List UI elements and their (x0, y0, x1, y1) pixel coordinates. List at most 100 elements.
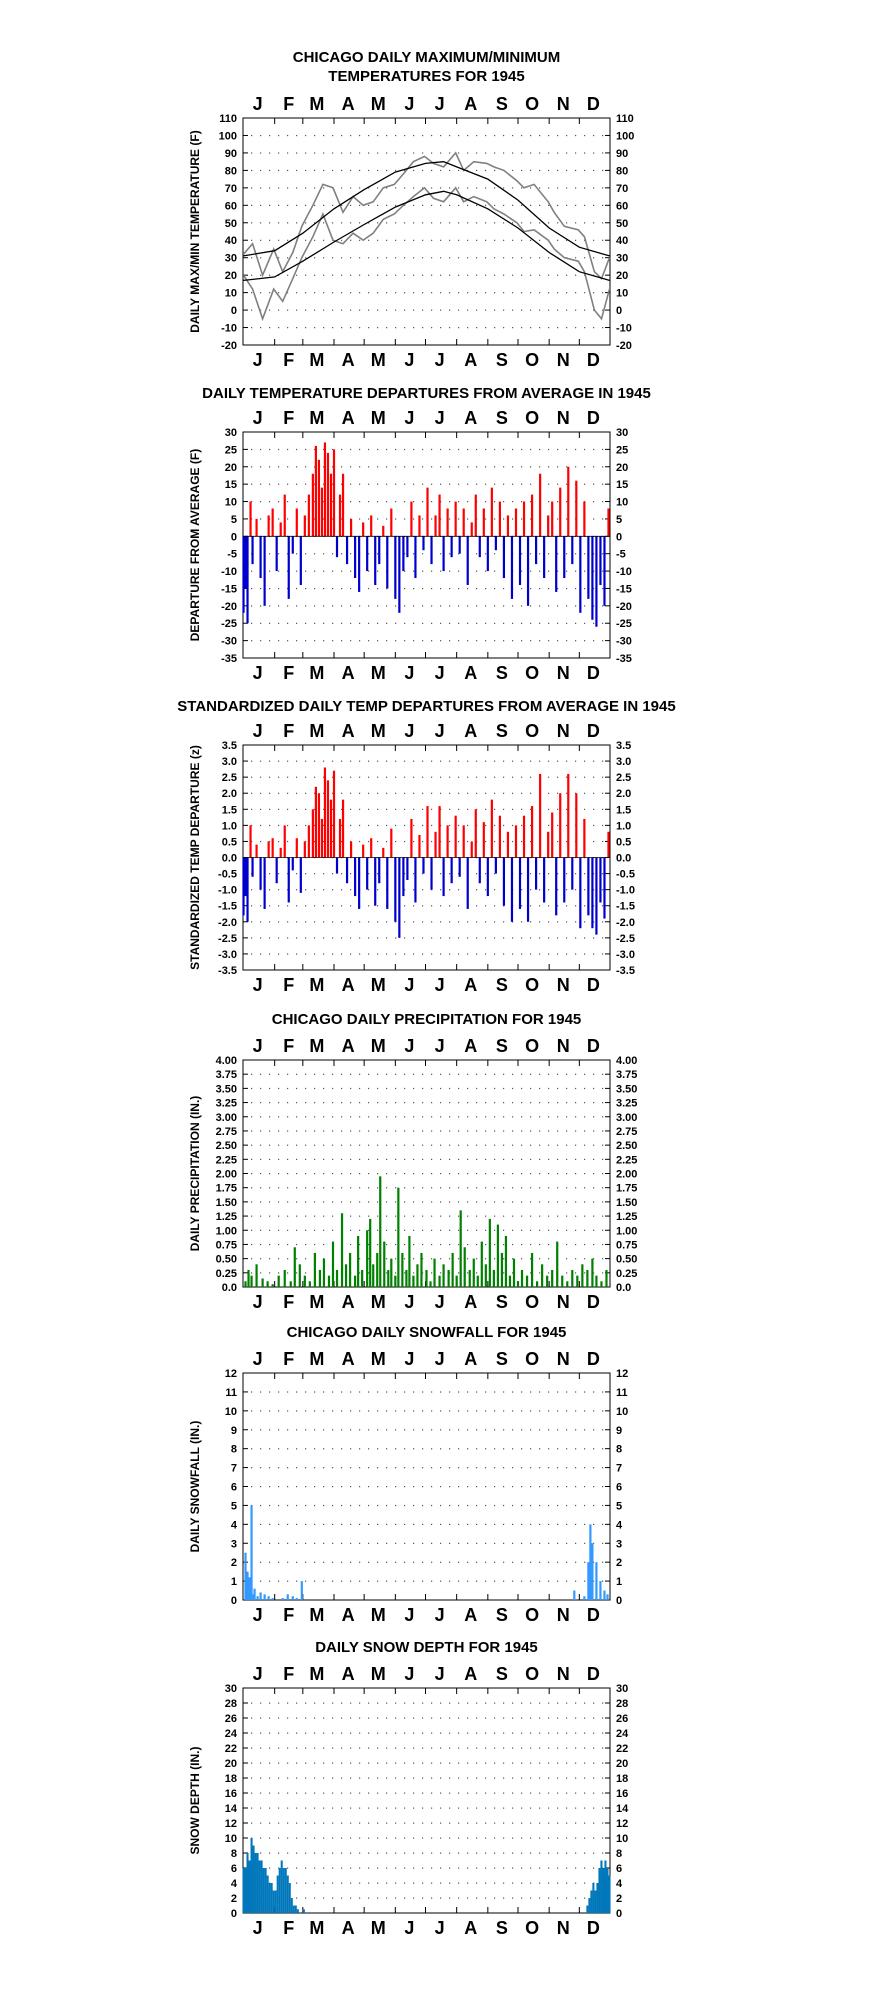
grid-dot (287, 553, 289, 555)
grid-dot (503, 1215, 505, 1217)
grid-dot (503, 1087, 505, 1090)
grid-dot (296, 1822, 298, 1824)
grid-dot (386, 1229, 388, 1231)
grid-dot (476, 483, 478, 485)
grid-dot (458, 808, 460, 810)
grid-dot (323, 760, 325, 762)
grid-dot (566, 1229, 568, 1231)
grid-dot (395, 134, 397, 137)
y-tick-label-left: -20 (221, 340, 237, 352)
grid-dot (287, 1486, 289, 1488)
grid-dot (548, 309, 550, 311)
grid-dot (575, 1130, 577, 1132)
grid-dot (305, 605, 307, 607)
grid-dot (287, 1523, 289, 1526)
grid-dot (449, 553, 451, 555)
grid-dot (503, 1229, 505, 1231)
grid-dot (530, 1542, 532, 1544)
grid-dot (314, 1243, 316, 1246)
grid-dot (296, 1837, 298, 1839)
grid-dot (341, 501, 343, 503)
y-tick-label-right: 30 (616, 427, 628, 439)
grid-dot (557, 1747, 559, 1749)
data-bar (283, 494, 286, 537)
grid-dot (530, 1158, 532, 1161)
grid-dot (278, 1580, 280, 1582)
grid-dot (530, 1837, 532, 1839)
grid-dot (467, 1486, 469, 1488)
grid-dot (422, 792, 424, 794)
month-label-bottom: J (404, 350, 414, 370)
grid-dot (377, 1542, 379, 1544)
grid-dot (359, 1702, 361, 1704)
data-bar (462, 508, 465, 537)
grid-dot (521, 1144, 523, 1146)
grid-dot (341, 1837, 343, 1839)
grid-dot (503, 204, 505, 207)
grid-dot (332, 1215, 334, 1217)
grid-dot (557, 1130, 559, 1132)
grid-dot (539, 1747, 541, 1749)
grid-dot (422, 760, 424, 762)
grid-dot (260, 466, 262, 468)
grid-dot (467, 1747, 469, 1749)
grid-dot (296, 921, 298, 923)
grid-dot (323, 792, 325, 794)
grid-dot (269, 274, 271, 276)
chart-title: CHICAGO DAILY MAXIMUM/MINIMUM (293, 49, 561, 66)
data-bar (272, 1890, 275, 1913)
grid-dot (314, 824, 316, 827)
grid-dot (278, 1807, 280, 1809)
month-label-top: J (404, 94, 414, 114)
grid-dot (350, 824, 352, 827)
month-label-top: N (557, 1349, 570, 1369)
grid-dot (458, 466, 460, 468)
grid-dot (512, 622, 514, 624)
grid-dot (395, 518, 397, 520)
grid-dot (269, 1504, 271, 1507)
grid-dot (278, 1158, 280, 1161)
grid-dot (395, 169, 397, 172)
grid-dot (539, 1448, 541, 1450)
grid-dot (332, 1717, 334, 1719)
grid-dot (314, 1867, 316, 1869)
data-bar (416, 1264, 419, 1287)
grid-dot (278, 1073, 280, 1075)
grid-dot (314, 1822, 316, 1824)
grid-dot (386, 1201, 388, 1203)
grid-dot (494, 1102, 496, 1104)
grid-dot (332, 1158, 334, 1161)
grid-dot (368, 1144, 370, 1146)
grid-dot (539, 1486, 541, 1488)
grid-dot (485, 274, 487, 276)
grid-dot (548, 1087, 550, 1090)
grid-dot (350, 1486, 352, 1488)
grid-dot (530, 187, 532, 189)
grid-dot (422, 1486, 424, 1488)
grid-dot (521, 1410, 523, 1412)
grid-dot (485, 1229, 487, 1231)
grid-dot (296, 466, 298, 468)
grid-dot (440, 1158, 442, 1161)
month-label-top: D (587, 94, 600, 114)
grid-dot (287, 1717, 289, 1719)
grid-dot (278, 1144, 280, 1146)
grid-dot (368, 1272, 370, 1274)
month-label-bottom: D (587, 1605, 600, 1625)
grid-dot (593, 239, 595, 241)
data-bar (386, 857, 389, 909)
grid-dot (287, 1187, 289, 1189)
grid-dot (323, 187, 325, 189)
data-bar (382, 525, 385, 537)
grid-dot (404, 1717, 406, 1719)
grid-dot (485, 292, 487, 294)
grid-dot (530, 1429, 532, 1431)
grid-dot (368, 640, 370, 642)
grid-dot (368, 483, 370, 485)
grid-dot (386, 501, 388, 503)
grid-dot (314, 1116, 316, 1118)
grid-dot (440, 1130, 442, 1132)
grid-dot (341, 1130, 343, 1132)
grid-dot (521, 1448, 523, 1450)
data-bar (426, 487, 429, 537)
